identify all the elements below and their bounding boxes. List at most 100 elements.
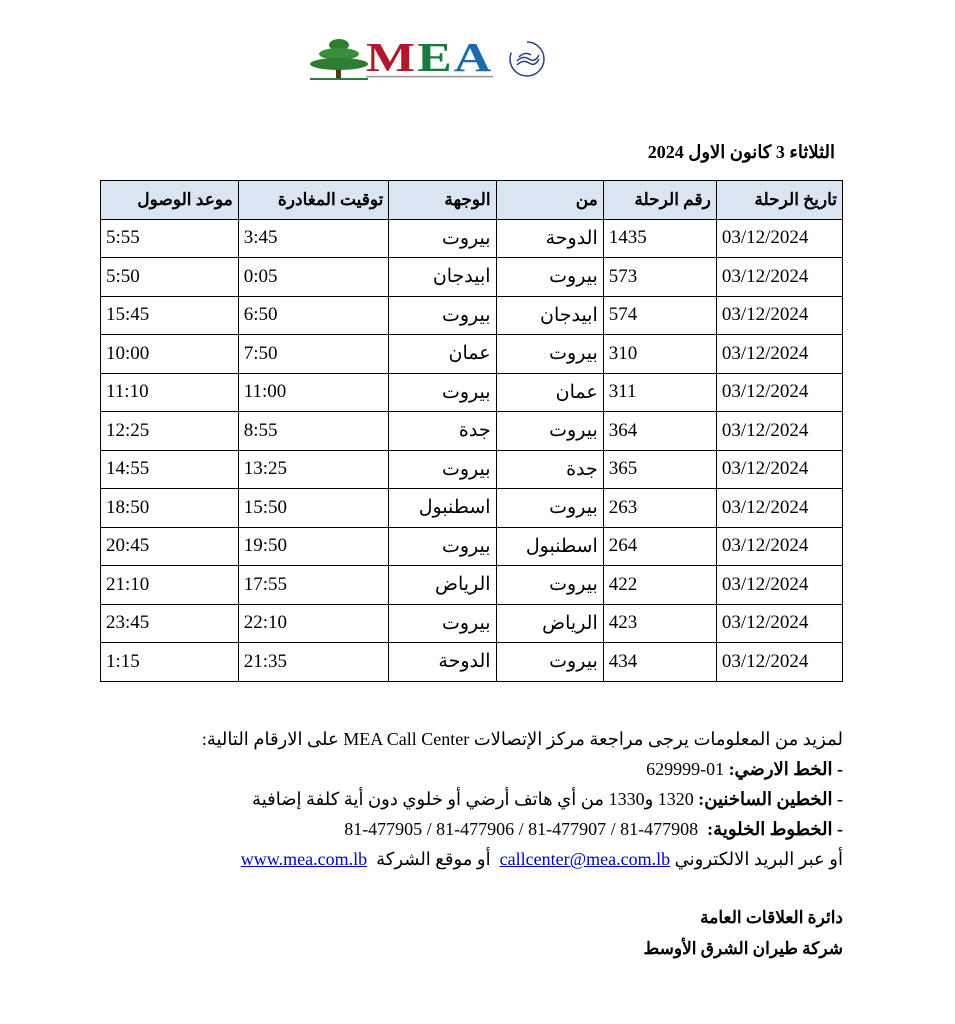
email-link[interactable]: callcenter@mea.com.lb: [499, 849, 671, 869]
table-cell: 0:05: [237, 257, 390, 297]
table-cell: 8:55: [237, 411, 390, 451]
table-cell: 5:55: [100, 218, 239, 258]
mea-logo: MEA: [308, 36, 547, 82]
table-cell: 03/12/2024: [715, 603, 844, 643]
email-prefix: أو عبر البريد الالكتروني: [674, 849, 843, 869]
table-cell: 14:55: [100, 449, 239, 489]
table-cell: بيروت: [388, 449, 497, 489]
column-header: موعد الوصول: [100, 180, 239, 220]
column-header: توقيت المغادرة: [237, 180, 390, 220]
table-cell: بيروت: [495, 334, 604, 374]
table-cell: بيروت: [388, 603, 497, 643]
table-cell: 21:10: [100, 565, 239, 605]
table-cell: بيروت: [388, 372, 497, 412]
table-cell: 13:25: [237, 449, 390, 489]
mobile-value: 81-477905 / 81-477906 / 81-477907 / 81-4…: [344, 819, 699, 839]
table-cell: الدوحة: [388, 642, 497, 682]
table-row: 03/12/2024 574 ابيدجان بيروت 6:50 15:45: [100, 295, 844, 335]
table-cell: الرياض: [495, 603, 604, 643]
table-cell: 18:50: [100, 488, 239, 528]
company-name: شركة طيران الشرق الأوسط: [643, 939, 843, 958]
table-cell: 03/12/2024: [715, 411, 844, 451]
table-row: 03/12/2024 364 بيروت جدة 8:55 12:25: [100, 411, 844, 451]
table-cell: 1435: [602, 218, 717, 258]
table-cell: 264: [602, 526, 717, 566]
table-row: 03/12/2024 573 بيروت ابيدجان 0:05 5:50: [100, 257, 844, 297]
table-header-row: تاريخ الرحلة رقم الرحلة من الوجهة توقيت المغ…: [100, 180, 844, 220]
table-cell: 23:45: [100, 603, 239, 643]
table-row: 03/12/2024 263 بيروت اسطنبول 15:50 18:50: [100, 488, 844, 528]
table-cell: 5:50: [100, 257, 239, 297]
column-header: الوجهة: [388, 180, 497, 220]
table-cell: 03/12/2024: [715, 218, 844, 258]
table-cell: بيروت: [495, 257, 604, 297]
table-cell: 574: [602, 295, 717, 335]
table-cell: 03/12/2024: [715, 526, 844, 566]
table-cell: اسطنبول: [495, 526, 604, 566]
mobile-line: - الخطوط الخلوية: 81-477905 / 81-477906 …: [123, 814, 843, 844]
table-cell: جدة: [388, 411, 497, 451]
table-row: 03/12/2024 311 عمان بيروت 11:00 11:10: [100, 372, 844, 412]
table-cell: 422: [602, 565, 717, 605]
landline-line: - الخط الارضي: 01-629999: [123, 754, 843, 784]
table-cell: عمان: [388, 334, 497, 374]
table-cell: 6:50: [237, 295, 390, 335]
table-cell: 11:00: [237, 372, 390, 412]
skyteam-logo-icon: [509, 41, 546, 77]
table-cell: 03/12/2024: [715, 449, 844, 489]
table-cell: 22:10: [237, 603, 390, 643]
table-cell: بيروت: [388, 218, 497, 258]
contact-info: لمزيد من المعلومات يرجى مراجعة مركز الإت…: [123, 724, 843, 874]
table-cell: 423: [602, 603, 717, 643]
table-cell: 03/12/2024: [715, 295, 844, 335]
table-row: 03/12/2024 365 جدة بيروت 13:25 14:55: [100, 449, 844, 489]
mea-wordmark: MEA: [366, 35, 494, 81]
site-prefix: أو موقع الشركة: [376, 849, 491, 869]
website-link[interactable]: www.mea.com.lb: [240, 849, 368, 869]
table-row: 03/12/2024 434 بيروت الدوحة 21:35 1:15: [100, 642, 844, 682]
table-cell: بيروت: [388, 295, 497, 335]
mobile-label: - الخطوط الخلوية:: [707, 819, 843, 839]
table-cell: 310: [602, 334, 717, 374]
table-cell: 19:50: [237, 526, 390, 566]
table-cell: 11:10: [100, 372, 239, 412]
column-header: من: [495, 180, 604, 220]
table-row: 03/12/2024 422 بيروت الرياض 17:55 21:10: [100, 565, 844, 605]
table-cell: 365: [602, 449, 717, 489]
department-name: دائرة العلاقات العامة: [700, 908, 843, 927]
page-title: الثلاثاء 3 كانون الاول 2024: [647, 142, 835, 162]
table-cell: الدوحة: [495, 218, 604, 258]
table-cell: 1:15: [100, 642, 239, 682]
table-cell: 03/12/2024: [715, 334, 844, 374]
email-line: أو عبر البريد الالكتروني callcenter@mea.…: [123, 844, 843, 874]
table-cell: ابيدجان: [388, 257, 497, 297]
table-cell: 03/12/2024: [715, 257, 844, 297]
table-cell: 03/12/2024: [715, 642, 844, 682]
table-row: 03/12/2024 264 اسطنبول بيروت 19:50 20:45: [100, 526, 844, 566]
table-cell: 15:45: [100, 295, 239, 335]
table-cell: 03/12/2024: [715, 565, 844, 605]
landline-value: 01-629999: [646, 759, 725, 779]
table-cell: بيروت: [388, 526, 497, 566]
hotlines-line: - الخطين الساخنين: 1320 و1330 من أي هاتف…: [123, 784, 843, 814]
table-cell: 03/12/2024: [715, 488, 844, 528]
hotlines-value: 1320 و1330 من أي هاتف أرضي أو خلوي دون أ…: [252, 789, 694, 809]
table-cell: اسطنبول: [388, 488, 497, 528]
table-cell: بيروت: [495, 642, 604, 682]
table-row: 03/12/2024 423 الرياض بيروت 22:10 23:45: [100, 603, 844, 643]
flight-schedule-table: تاريخ الرحلة رقم الرحلة من الوجهة توقيت المغ…: [100, 180, 844, 682]
table-row: 03/12/2024 310 بيروت عمان 7:50 10:00: [100, 334, 844, 374]
table-cell: 7:50: [237, 334, 390, 374]
table-cell: عمان: [495, 372, 604, 412]
table-cell: الرياض: [388, 565, 497, 605]
table-cell: جدة: [495, 449, 604, 489]
column-header: رقم الرحلة: [602, 180, 717, 220]
table-cell: بيروت: [495, 411, 604, 451]
signature: دائرة العلاقات العامة شركة طيران الشرق ا…: [644, 902, 843, 964]
hotlines-label: - الخطين الساخنين:: [698, 789, 843, 809]
table-cell: 263: [602, 488, 717, 528]
info-intro: لمزيد من المعلومات يرجى مراجعة مركز الإت…: [201, 729, 843, 749]
table-cell: ابيدجان: [495, 295, 604, 335]
table-cell: 10:00: [100, 334, 239, 374]
table-cell: 3:45: [237, 218, 390, 258]
